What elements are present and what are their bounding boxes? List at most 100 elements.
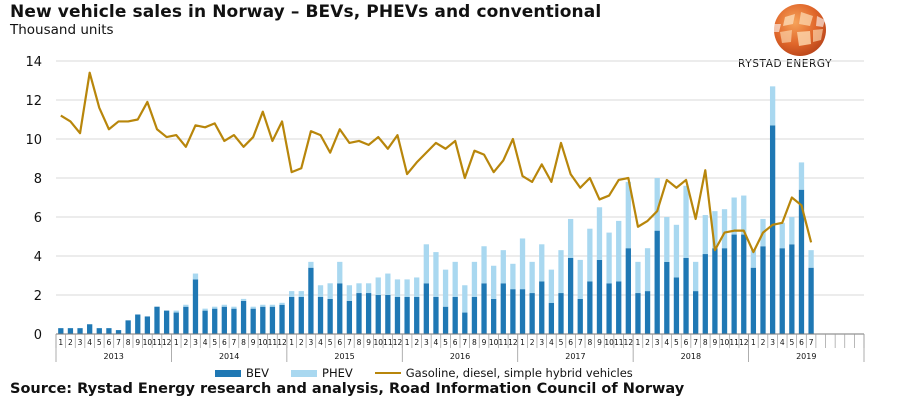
x-tick-label: 5	[328, 338, 333, 347]
x-tick-label: 10	[373, 338, 383, 347]
bar-phev	[635, 261, 641, 294]
x-tick-label: 2	[299, 338, 304, 347]
bar-phev	[539, 244, 545, 282]
bar-phev	[606, 232, 612, 284]
bar-phev	[231, 306, 237, 309]
bar-bev	[741, 234, 747, 334]
bar-bev	[452, 296, 458, 334]
bar-bev	[231, 308, 237, 334]
x-tick-label: 10	[604, 338, 614, 347]
bar-phev	[385, 273, 391, 295]
x-tick-label: 7	[809, 338, 814, 347]
x-tick-label: 1	[289, 338, 294, 347]
x-tick-label: 4	[318, 338, 323, 347]
bar-bev	[173, 312, 179, 334]
bar-phev	[173, 310, 179, 313]
legend-item-phev: PHEV	[291, 366, 353, 380]
bar-phev	[779, 222, 785, 249]
bar-bev	[587, 281, 593, 334]
bar-phev	[317, 285, 324, 297]
bar-phev	[346, 285, 353, 301]
bar-bev	[240, 300, 247, 334]
x-tick-label: 12	[393, 338, 403, 347]
bar-phev	[433, 252, 439, 297]
line-conventional	[60, 71, 813, 254]
bar-phev	[365, 283, 372, 294]
bar-phev	[260, 304, 266, 307]
bar-phev	[404, 279, 410, 297]
x-tick-label: 11	[383, 338, 393, 347]
bar-phev	[529, 261, 535, 294]
bar-phev	[731, 197, 737, 235]
year-label: 2017	[565, 352, 585, 361]
x-tick-label: 3	[78, 338, 83, 347]
legend-item-bev: BEV	[215, 366, 269, 380]
x-tick-label: 10	[143, 338, 153, 347]
x-tick-label: 4	[664, 338, 669, 347]
x-tick-label: 4	[203, 338, 208, 347]
x-tick-label: 1	[58, 338, 63, 347]
x-tick-label: 9	[482, 338, 487, 347]
x-tick-label: 2	[414, 338, 419, 347]
bar-bev	[442, 306, 449, 334]
bar-bev	[87, 324, 93, 334]
x-tick-label: 7	[232, 338, 237, 347]
y-tick-label: 2	[34, 289, 42, 304]
x-tick-label: 7	[693, 338, 698, 347]
y-tick-label: 14	[25, 55, 42, 70]
x-tick-label: 11	[152, 338, 162, 347]
x-tick-label: 8	[357, 338, 362, 347]
bar-phev	[462, 285, 468, 313]
legend-item-conventional: Gasoline, diesel, simple hybrid vehicles	[374, 366, 633, 380]
bar-bev	[760, 246, 766, 334]
legend-swatch-bev	[215, 369, 241, 377]
y-tick-label: 6	[34, 211, 42, 226]
bar-phev	[471, 261, 478, 297]
y-tick-label: 10	[25, 133, 42, 148]
bar-bev	[750, 267, 757, 334]
bar-phev	[750, 250, 757, 268]
bar-phev	[616, 220, 622, 282]
bar-phev	[250, 306, 256, 309]
bar-bev	[404, 296, 410, 334]
bar-phev	[558, 250, 564, 294]
legend-swatch-phev	[291, 369, 318, 377]
x-tick-label: 6	[107, 338, 112, 347]
x-tick-label: 9	[713, 338, 718, 347]
x-tick-label: 9	[251, 338, 256, 347]
bar-bev	[519, 289, 526, 334]
x-tick-label: 11	[614, 338, 624, 347]
bar-bev	[606, 283, 612, 334]
bar-bev	[365, 293, 372, 334]
x-tick-label: 12	[277, 338, 287, 347]
x-tick-label: 1	[174, 338, 179, 347]
year-label: 2013	[104, 352, 124, 361]
year-label: 2019	[796, 352, 816, 361]
bar-bev	[769, 125, 776, 334]
bar-phev	[673, 224, 680, 278]
bar-bev	[260, 306, 266, 334]
bar-bev	[125, 320, 131, 334]
bar-bev	[644, 291, 651, 334]
bar-bev	[529, 293, 535, 334]
bar-bev	[250, 308, 256, 334]
bar-phev	[500, 250, 506, 284]
bar-bev	[548, 302, 555, 334]
bar-phev	[394, 279, 401, 297]
bar-bev	[702, 254, 708, 334]
bar-phev	[587, 228, 593, 282]
x-tick-label: 5	[97, 338, 102, 347]
bar-bev	[567, 257, 574, 334]
x-tick-label: 7	[116, 338, 121, 347]
bar-phev	[654, 178, 660, 231]
bar-phev	[423, 244, 429, 284]
x-tick-label: 12	[624, 338, 634, 347]
bar-bev	[654, 230, 660, 334]
bar-bev	[212, 308, 218, 334]
bar-bev	[433, 296, 439, 334]
x-tick-label: 7	[462, 338, 467, 347]
bar-bev	[289, 296, 295, 334]
bar-bev	[596, 259, 603, 334]
bar-phev	[308, 261, 314, 268]
